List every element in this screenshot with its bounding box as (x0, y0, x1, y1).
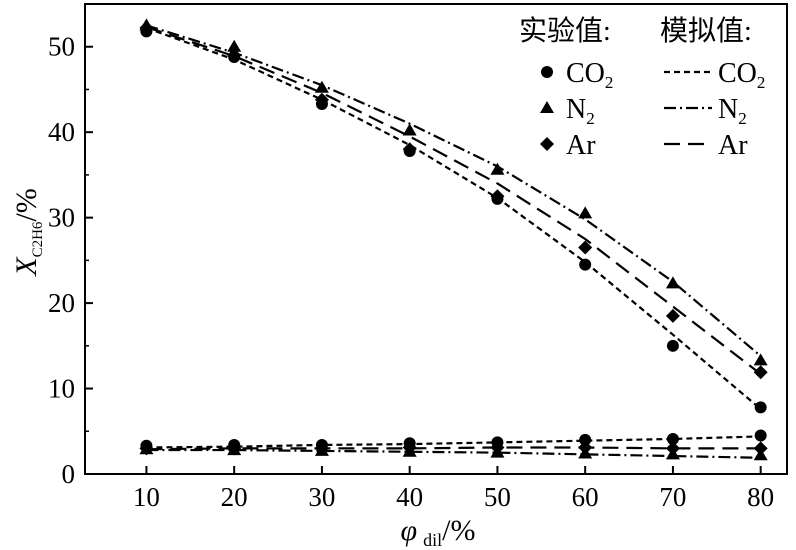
x-tick-label: 60 (572, 482, 599, 512)
exp-point-n2-upper (227, 39, 242, 52)
exp-point-n2-upper (665, 276, 680, 289)
exp-point-co2-upper (754, 401, 767, 414)
legend-marker-co2 (541, 66, 553, 78)
legend-exp-label: Ar (566, 130, 596, 161)
exp-point-co2-lower (754, 429, 767, 442)
legend-exp-label: N2 (566, 94, 595, 128)
simulated-lines (146, 24, 762, 459)
exp-point-ar-upper (227, 48, 242, 63)
legend-marker-n2 (540, 101, 554, 113)
x-axis-ticks: 10 20 30 40 50 60 70 80 (133, 466, 774, 512)
x-axis-unit: /% (442, 514, 475, 547)
exp-point-n2-upper (753, 353, 768, 366)
y-tick-label: 40 (48, 117, 75, 147)
exp-point-ar-lower (490, 440, 505, 455)
x-axis-title: φ dil/% (401, 514, 476, 550)
y-axis-title: XC2H6/% (10, 188, 46, 277)
exp-point-co2-lower (579, 433, 592, 446)
x-axis-symbol: φ (401, 514, 418, 547)
exp-point-ar-upper (314, 92, 329, 107)
plot-frame (84, 3, 788, 475)
sim-line-co2-upper (146, 26, 762, 410)
exp-point-ar-upper (753, 365, 768, 380)
y-axis-unit: /% (10, 188, 43, 221)
experimental-markers (139, 18, 768, 461)
legend-experimental-title: 实验值: (519, 15, 611, 47)
x-axis-subscript: dil (423, 530, 442, 550)
y-tick-label: 50 (48, 32, 75, 62)
exp-point-ar-lower (402, 440, 417, 455)
y-axis-ticks: 0 10 20 30 40 50 (48, 32, 93, 489)
exp-point-ar-lower (665, 441, 680, 456)
exp-point-ar-upper (578, 240, 593, 255)
exp-point-ar-lower (578, 440, 593, 455)
exp-point-ar-upper (665, 308, 680, 323)
exp-point-n2-upper (578, 206, 593, 219)
x-tick-label: 30 (308, 482, 335, 512)
exp-point-ar-lower (314, 441, 329, 456)
y-tick-label: 20 (48, 288, 75, 318)
exp-point-ar-lower (139, 441, 154, 456)
exp-point-co2-upper (579, 258, 592, 271)
y-axis-subscript: C2H6 (30, 221, 46, 257)
x-tick-label: 50 (484, 482, 511, 512)
legend-simulated-title: 模拟值: (660, 15, 752, 47)
exp-point-ar-upper (402, 142, 417, 157)
y-tick-label: 30 (48, 203, 75, 233)
exp-point-n2-upper (490, 162, 505, 175)
x-tick-label: 80 (747, 482, 774, 512)
sim-line-ar-upper (146, 26, 762, 375)
y-tick-label: 0 (62, 459, 76, 489)
plot-area: 10 20 30 40 50 60 70 80 0 10 20 30 40 50 (48, 3, 788, 512)
x-tick-label: 70 (659, 482, 686, 512)
sim-line-co2-lower (146, 435, 761, 449)
sim-line-n2-lower (146, 448, 761, 459)
exp-point-co2-upper (666, 339, 679, 352)
legend-sim-label: N2 (718, 94, 747, 128)
exp-point-n2-upper (314, 80, 329, 93)
legend-sim-label: CO2 (718, 58, 765, 92)
x-tick-label: 10 (133, 482, 160, 512)
exp-point-co2-lower (666, 432, 679, 445)
y-tick-label: 10 (48, 374, 75, 404)
exp-point-ar-upper (139, 20, 154, 35)
legend-sim-label: Ar (718, 130, 748, 161)
exp-point-ar-lower (753, 441, 768, 456)
legend-exp-label: CO2 (566, 58, 613, 92)
exp-point-ar-upper (490, 189, 505, 204)
sim-line-n2-upper (146, 24, 762, 357)
y-axis-symbol: X (10, 256, 43, 277)
exp-point-n2-upper (402, 123, 417, 136)
legend-marker-ar (540, 137, 554, 151)
x-tick-label: 40 (396, 482, 423, 512)
exp-point-ar-lower (227, 441, 242, 456)
sim-line-ar-lower (146, 446, 761, 451)
x-tick-label: 20 (221, 482, 248, 512)
